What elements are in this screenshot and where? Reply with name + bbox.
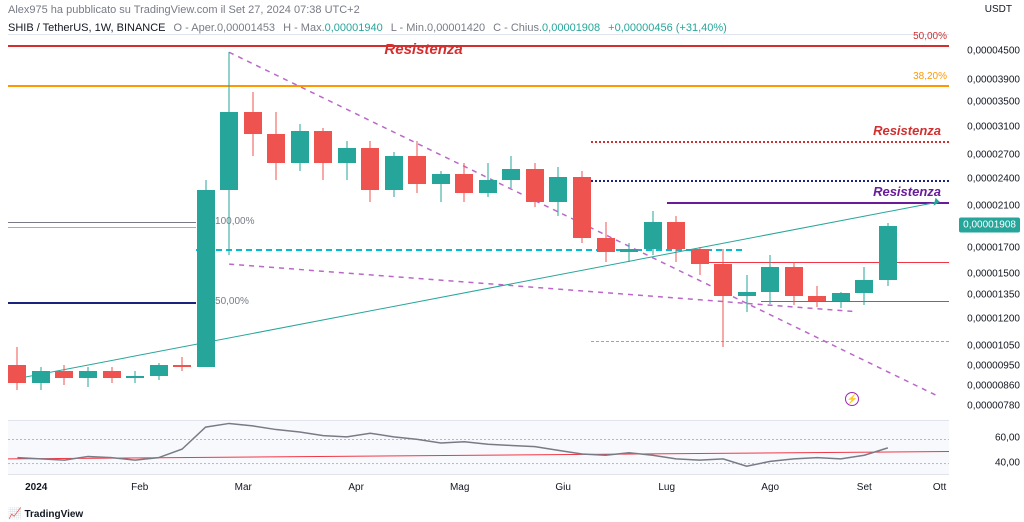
y-tick: 0,00000780 (967, 401, 1020, 412)
y-axis[interactable]: 0,00004500 0,00003900 0,00003500 0,00003100… (951, 34, 1024, 414)
x-tick: Ago (761, 482, 779, 493)
high-label: H - Max. (283, 22, 325, 34)
horizontal-line[interactable] (591, 141, 949, 143)
line-label: 38,20% (913, 71, 947, 82)
x-tick: Feb (131, 482, 148, 493)
y-tick: 0,00001050 (967, 340, 1020, 351)
tradingview-logo[interactable]: 📈 TradingView (8, 507, 83, 520)
horizontal-line[interactable] (8, 227, 196, 228)
resistance-label: Resistenza (384, 41, 462, 58)
horizontal-line[interactable] (591, 180, 949, 182)
price-tag: 0,00001908 (959, 217, 1020, 232)
horizontal-line[interactable] (8, 85, 949, 87)
x-tick: Apr (348, 482, 364, 493)
y-tick: 0,00001500 (967, 268, 1020, 279)
x-tick: Giu (555, 482, 571, 493)
y-tick: 0,00002100 (967, 200, 1020, 211)
y-tick: 0,00003100 (967, 121, 1020, 132)
price-chart[interactable]: 50,00% 38,20% Resistenza Resistenza 100,00% 5… (8, 34, 949, 414)
publisher-line: Alex975 ha pubblicato su TradingView.com… (0, 0, 1024, 20)
x-tick: Mag (450, 482, 469, 493)
close-value: 0,00001908 (542, 22, 600, 34)
close-label: C - Chius. (493, 22, 542, 34)
line-label: Resistenza (873, 184, 941, 199)
y-tick: 0,00004500 (967, 46, 1020, 57)
horizontal-line[interactable] (667, 202, 949, 204)
line-label: 50,00% (913, 31, 947, 42)
horizontal-line[interactable] (8, 45, 949, 47)
change-value: +0,00000456 (+31,40%) (608, 22, 727, 34)
y-tick: 0,00002700 (967, 149, 1020, 160)
line-label: 50,00% (215, 296, 249, 307)
symbol[interactable]: SHIB / TetherUS, 1W, BINANCE (8, 22, 166, 34)
y-tick: 0,00003500 (967, 97, 1020, 108)
y-tick: 0,00001350 (967, 289, 1020, 300)
x-axis[interactable]: 2024 Feb Mar Apr Mag Giu Lug Ago Set Ott (8, 482, 949, 502)
lightning-icon[interactable]: ⚡ (845, 392, 859, 406)
y-tick: 0,00001200 (967, 313, 1020, 324)
rsi-tick: 60,00 (995, 433, 1020, 444)
y-tick: 0,00003900 (967, 75, 1020, 86)
x-tick: Set (857, 482, 872, 493)
horizontal-line[interactable] (8, 302, 196, 304)
x-tick: Ott (933, 482, 946, 493)
x-tick: Mar (235, 482, 252, 493)
y-tick: 0,00001700 (967, 243, 1020, 254)
horizontal-line[interactable] (761, 301, 949, 302)
rsi-y-axis: 60,00 40,00 (951, 420, 1024, 475)
line-label: 100,00% (215, 216, 254, 227)
x-tick: 2024 (25, 482, 47, 493)
rsi-panel[interactable] (8, 420, 949, 475)
open-value: 0,00001453 (217, 22, 275, 34)
horizontal-line[interactable] (704, 262, 949, 263)
y-tick: 0,00000950 (967, 361, 1020, 372)
horizontal-line[interactable] (196, 249, 742, 251)
y-tick: 0,00000860 (967, 381, 1020, 392)
currency-label: USDT (985, 4, 1012, 15)
line-label: Resistenza (873, 123, 941, 138)
rsi-tick: 40,00 (995, 457, 1020, 468)
low-value: 0,00001420 (427, 22, 485, 34)
horizontal-line[interactable] (591, 341, 949, 342)
x-tick: Lug (658, 482, 675, 493)
horizontal-line[interactable] (8, 222, 196, 223)
low-label: L - Min. (391, 22, 427, 34)
y-tick: 0,00002400 (967, 173, 1020, 184)
high-value: 0,00001940 (325, 22, 383, 34)
open-label: O - Aper. (174, 22, 217, 34)
